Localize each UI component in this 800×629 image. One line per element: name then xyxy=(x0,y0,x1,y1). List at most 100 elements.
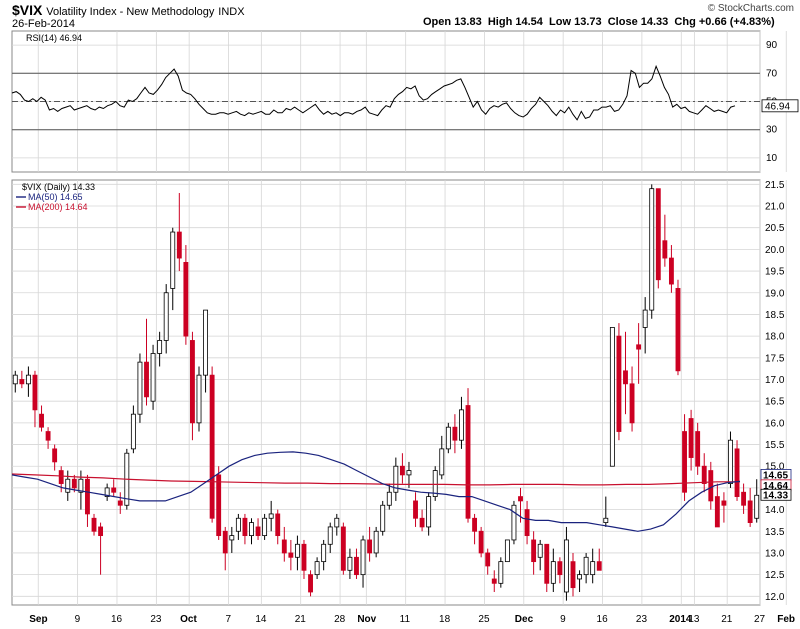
candle-body xyxy=(708,470,714,502)
candle-body xyxy=(39,413,44,428)
rsi-tick-label: 30 xyxy=(766,125,778,136)
candle-body xyxy=(85,478,90,515)
candle-body xyxy=(596,561,602,571)
candle-body xyxy=(413,500,418,519)
date-tick-label: 2014 xyxy=(669,614,692,625)
price-tick-label: 16.0 xyxy=(765,418,785,429)
chg-value: +0.66 (+4.83%) xyxy=(698,16,775,28)
candle-body xyxy=(754,494,760,519)
candle-body xyxy=(19,379,25,385)
price-last-value: 14.64 xyxy=(763,481,788,492)
price-tick-label: 19.5 xyxy=(765,267,785,278)
date-tick-label: Feb xyxy=(777,614,795,625)
candle-body xyxy=(728,439,733,484)
date-tick-label: 25 xyxy=(478,614,490,625)
date-tick-label: 21 xyxy=(721,614,733,625)
candle-body xyxy=(281,539,287,554)
candle-body xyxy=(65,478,71,493)
candle-body xyxy=(45,431,51,441)
price-tick-label: 13.0 xyxy=(765,548,785,559)
candle-body xyxy=(668,257,674,285)
price-tick-label: 16.5 xyxy=(765,397,785,408)
candle-body xyxy=(393,465,399,493)
close-value: 14.33 xyxy=(640,16,669,28)
candle-body xyxy=(682,431,687,493)
candle-body xyxy=(268,513,274,519)
candle-body xyxy=(25,374,31,385)
candle-body xyxy=(603,517,609,524)
price-tick-label: 14.0 xyxy=(765,505,785,516)
candle-body xyxy=(150,353,156,402)
close-label: Close xyxy=(607,16,638,28)
candle-body xyxy=(163,292,169,341)
candle-body xyxy=(386,491,392,506)
candle-body xyxy=(288,552,294,558)
candle-body xyxy=(137,361,143,415)
low-value: 13.73 xyxy=(574,16,602,28)
candle-body xyxy=(511,504,517,541)
date-tick-label: 18 xyxy=(439,614,451,625)
price-tick-label: 21.0 xyxy=(765,202,785,213)
price-last-value-box xyxy=(760,488,792,501)
chart-symbol-title: $VIX Volatility Index - New Methodology … xyxy=(12,2,245,18)
ohlc-readout: Open 13.83 High 14.54 Low 13.73 Close 14… xyxy=(423,16,775,28)
candle-body xyxy=(583,556,589,576)
candle-body xyxy=(550,561,556,584)
date-tick-label: 23 xyxy=(150,614,162,625)
candle-body xyxy=(354,556,359,576)
candle-body xyxy=(649,188,655,311)
price-last-value: 14.33 xyxy=(763,490,788,501)
candle-body xyxy=(629,383,635,424)
price-last-value: 14.65 xyxy=(763,470,788,481)
candle-body xyxy=(340,526,346,571)
symbol-name: Volatility Index - New Methodology xyxy=(46,6,215,18)
candle-body xyxy=(491,578,497,584)
rsi-last-value: 46.94 xyxy=(765,101,790,112)
price-tick-label: 13.5 xyxy=(765,527,785,538)
candle-body xyxy=(209,374,215,519)
candle-body xyxy=(406,470,412,476)
candle-body xyxy=(655,188,661,281)
candle-body xyxy=(347,556,353,571)
chart-date: 26-Feb-2014 xyxy=(12,18,75,30)
candle-body xyxy=(12,374,18,385)
candle-body xyxy=(701,465,707,484)
candle-body xyxy=(485,552,491,567)
candle-body xyxy=(734,448,740,497)
candle-body xyxy=(399,465,405,476)
chg-label: Chg xyxy=(674,16,696,28)
price-tick-label: 21.5 xyxy=(765,180,785,191)
candle-body xyxy=(249,522,254,537)
date-tick-label: 27 xyxy=(754,614,766,625)
candle-body xyxy=(111,487,117,493)
price-tick-label: 20.0 xyxy=(765,245,785,256)
date-tick-label: 14 xyxy=(255,614,267,625)
date-tick-label: 13 xyxy=(688,614,700,625)
ma200-line xyxy=(11,473,740,486)
price-tick-label: 12.5 xyxy=(765,570,785,581)
date-tick-label: 7 xyxy=(226,614,232,625)
candle-body xyxy=(58,470,64,484)
candle-body xyxy=(98,526,104,537)
candle-body xyxy=(367,539,373,554)
date-tick-label: 11 xyxy=(400,614,411,625)
candle-body xyxy=(373,530,379,554)
candle-body xyxy=(623,370,628,385)
candle-body xyxy=(439,448,445,476)
symbol: $VIX xyxy=(12,2,43,18)
candle-body xyxy=(117,500,123,506)
candle-body xyxy=(32,374,38,411)
candle-body xyxy=(255,526,261,537)
candle-body xyxy=(229,535,235,541)
ma200-legend: MA(200) 14.64 xyxy=(28,202,88,212)
candle-body xyxy=(577,574,582,580)
date-tick-label: Dec xyxy=(515,614,534,625)
candle-body xyxy=(564,539,569,593)
candle-body xyxy=(590,561,596,576)
candle-body xyxy=(360,539,366,576)
rsi-tick-label: 70 xyxy=(766,68,778,79)
date-tick-label: 21 xyxy=(295,614,307,625)
candle-body xyxy=(52,448,58,463)
candle-body xyxy=(327,526,333,545)
candle-body xyxy=(504,539,510,563)
